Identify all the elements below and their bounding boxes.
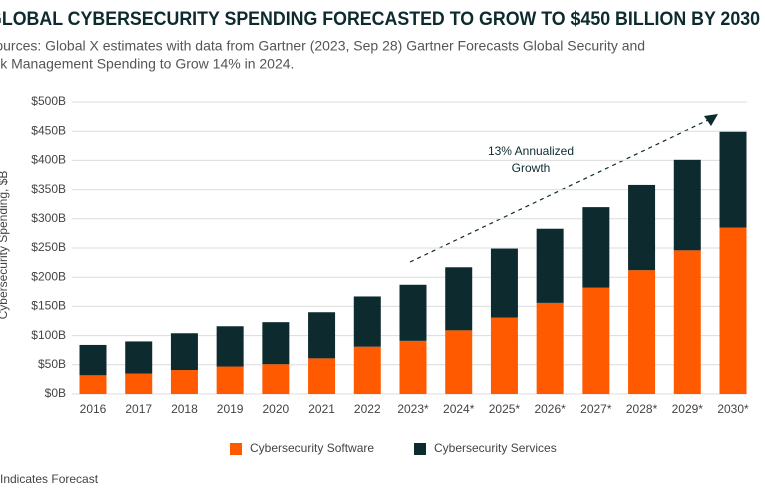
x-tick-label: 2022 — [354, 402, 381, 416]
subtitle: Risk Management Spending to Grow 14% in … — [0, 56, 294, 72]
bar-segment — [216, 366, 244, 394]
bar-segment — [170, 333, 198, 371]
footnote: * Indicates Forecast — [0, 472, 99, 486]
y-tick-label: $100B — [31, 328, 66, 342]
bar-segment — [673, 159, 701, 251]
chart-title: GLOBAL CYBERSECURITY SPENDING FORECASTED… — [0, 9, 760, 30]
bar-segment — [79, 375, 107, 394]
x-tick-label: 2017 — [125, 402, 152, 416]
arrow-head — [704, 114, 718, 126]
y-tick-label: $250B — [31, 240, 66, 254]
y-tick-label: $400B — [31, 153, 66, 167]
bar-segment — [490, 248, 518, 318]
bar-segment — [719, 227, 747, 394]
bar-segment — [536, 228, 564, 303]
bar-segment — [490, 317, 518, 394]
bar-segment — [719, 131, 747, 228]
bar-segment — [536, 302, 564, 394]
x-tick-label: 2016 — [80, 402, 107, 416]
bar-segment — [628, 184, 656, 271]
bar-segment — [673, 250, 701, 394]
bar-segment — [308, 358, 336, 394]
bar-segment — [353, 346, 381, 394]
y-tick-label: $50B — [38, 357, 66, 371]
y-tick-label: $350B — [31, 182, 66, 196]
bar-segment — [262, 322, 290, 365]
bar-segment — [445, 267, 473, 331]
y-tick-label: $200B — [31, 269, 66, 283]
x-tick-label: 2024* — [443, 402, 475, 416]
trend-arrow — [409, 119, 709, 263]
annotation: Growth — [512, 161, 551, 175]
x-tick-label: 2028* — [626, 402, 658, 416]
annotation: 13% Annualized — [488, 144, 574, 158]
y-tick-label: $150B — [31, 299, 66, 313]
x-tick-label: 2029* — [672, 402, 704, 416]
bar-segment — [628, 270, 656, 394]
bar-segment — [582, 207, 610, 288]
x-tick-label: 2018 — [171, 402, 198, 416]
y-tick-label: $500B — [31, 94, 66, 108]
bar-segment — [125, 341, 153, 374]
legend-swatch — [230, 443, 242, 455]
x-tick-label: 2019 — [217, 402, 244, 416]
subtitle: Sources: Global X estimates with data fr… — [0, 38, 645, 54]
y-axis-label: Cybersecurity Spending, $B — [0, 171, 10, 320]
legend-label: Cybersecurity Software — [250, 441, 374, 455]
bar-segment — [445, 330, 473, 394]
bar-segment — [353, 296, 381, 347]
y-tick-label: $0B — [45, 386, 66, 400]
bar-segment — [79, 344, 107, 376]
bar-segment — [170, 370, 198, 394]
bar-segment — [308, 312, 336, 359]
bar-segment — [582, 287, 610, 394]
legend-label: Cybersecurity Services — [434, 441, 557, 455]
x-tick-label: 2020 — [263, 402, 290, 416]
y-tick-label: $300B — [31, 211, 66, 225]
x-tick-label: 2023* — [397, 402, 429, 416]
y-tick-label: $450B — [31, 123, 66, 137]
x-tick-label: 2027* — [580, 402, 612, 416]
bar-segment — [399, 340, 427, 394]
x-tick-label: 2025* — [489, 402, 521, 416]
bar-segment — [399, 284, 427, 341]
x-tick-label: 2026* — [534, 402, 566, 416]
x-tick-label: 2021 — [308, 402, 335, 416]
bar-segment — [125, 373, 153, 394]
legend-swatch — [414, 443, 426, 455]
bar-segment — [216, 326, 244, 367]
bar-segment — [262, 364, 290, 394]
x-tick-label: 2030* — [717, 402, 749, 416]
